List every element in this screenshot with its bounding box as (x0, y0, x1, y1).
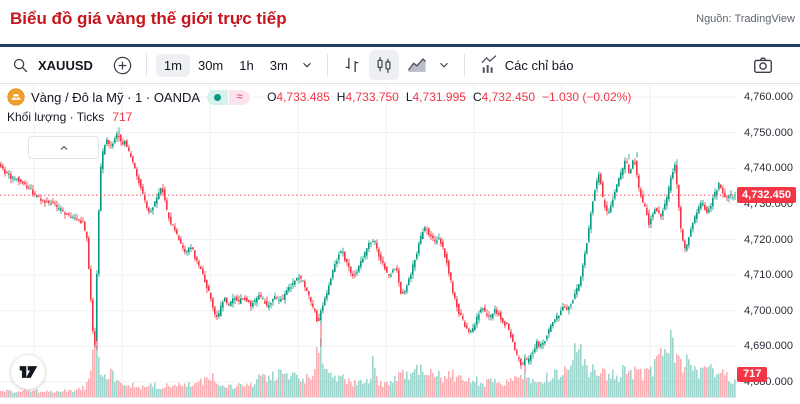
status-dot-segment (207, 89, 229, 105)
area-style-button[interactable] (401, 49, 433, 81)
ohlc-value: 4,732.450 (481, 90, 535, 104)
status-dot-icon (214, 93, 222, 101)
candlestick-chart[interactable] (0, 84, 736, 404)
page-header: Biểu đồ giá vàng thế giới trực tiếp Nguồ… (0, 0, 800, 44)
ohlc-key: C (472, 90, 482, 104)
ohlc-key: H (336, 90, 346, 104)
camera-icon[interactable] (748, 50, 778, 80)
interval-group: 1m 30m 1h 3m (155, 53, 296, 77)
symbol-title: Vàng / Đô la Mỹ · 1 · OANDA (31, 89, 201, 105)
ohlc-value: 4,731.995 (412, 90, 466, 104)
toolbar-separator (463, 54, 465, 76)
price-axis-label: 4,760.000 (744, 91, 793, 103)
last-price-badge: 4,732.450 (737, 187, 796, 204)
indicators-button[interactable]: Các chỉ báo (474, 50, 578, 80)
interval-button-1m[interactable]: 1m (155, 53, 190, 77)
approx-segment: ≈ (229, 89, 251, 105)
interval-button-30m[interactable]: 30m (190, 54, 231, 77)
bars-style-button[interactable] (337, 50, 367, 80)
volume-legend[interactable]: Khối lượng · Ticks 717 (7, 110, 132, 124)
ohlc-values: O 4,733.485 H 4,733.750 L 4,731.995 C 4,732.450… (260, 90, 631, 104)
volume-axis-badge: 717 (737, 367, 768, 383)
source-credit: Nguồn: TradingView (696, 13, 795, 25)
ohlc-key: O (267, 90, 277, 104)
price-axis-label: 4,710.000 (744, 269, 793, 282)
price-axis-label: 4,740.000 (744, 162, 793, 175)
candles-style-button[interactable] (368, 50, 399, 80)
interval-button-1h[interactable]: 1h (231, 54, 261, 77)
volume-label: Khối lượng · Ticks (7, 110, 105, 124)
style-chevron-down-icon[interactable] (433, 54, 455, 76)
page-title: Biểu đồ giá vàng thế giới trực tiếp (10, 9, 287, 28)
tradingview-logo-icon (19, 366, 37, 378)
indicators-icon (481, 55, 497, 73)
collapse-pane-button[interactable] (28, 136, 99, 159)
price-change: −1.030 (−0.02%) (542, 90, 632, 104)
interval-chevron-down-icon[interactable] (296, 54, 318, 76)
price-axis-label: 4,690.000 (744, 340, 793, 353)
price-axis-label: 4,700.000 (744, 304, 793, 317)
search-icon[interactable] (8, 53, 33, 78)
tradingview-logo[interactable] (11, 355, 45, 389)
interval-button-3m[interactable]: 3m (262, 54, 296, 77)
symbol-name[interactable]: XAUUSD (38, 57, 93, 73)
price-axis-label: 4,720.000 (744, 233, 793, 246)
gold-coin-icon (7, 88, 25, 106)
compare-add-button[interactable] (108, 51, 137, 80)
price-axis-label: 4,750.000 (744, 126, 793, 139)
ohlc-key: L (405, 90, 413, 104)
chart-toolbar: XAUUSD 1m 30m 1h 3m Các chỉ báo (0, 47, 800, 84)
symbol-legend[interactable]: Vàng / Đô la Mỹ · 1 · OANDA ≈ O 4,733.485… (7, 88, 631, 106)
ohlc-value: 4,733.750 (345, 90, 399, 104)
volume-value: 717 (112, 110, 133, 124)
widget-top-border (0, 44, 800, 47)
chart-pane: Vàng / Đô la Mỹ · 1 · OANDA ≈ O 4,733.485… (0, 84, 800, 404)
toolbar-separator (326, 54, 328, 76)
indicators-label: Các chỉ báo (504, 57, 574, 73)
market-status-pill[interactable]: ≈ (207, 89, 251, 105)
toolbar-separator (145, 54, 147, 76)
ohlc-value: 4,733.485 (276, 90, 330, 104)
chevron-up-icon (60, 145, 67, 150)
